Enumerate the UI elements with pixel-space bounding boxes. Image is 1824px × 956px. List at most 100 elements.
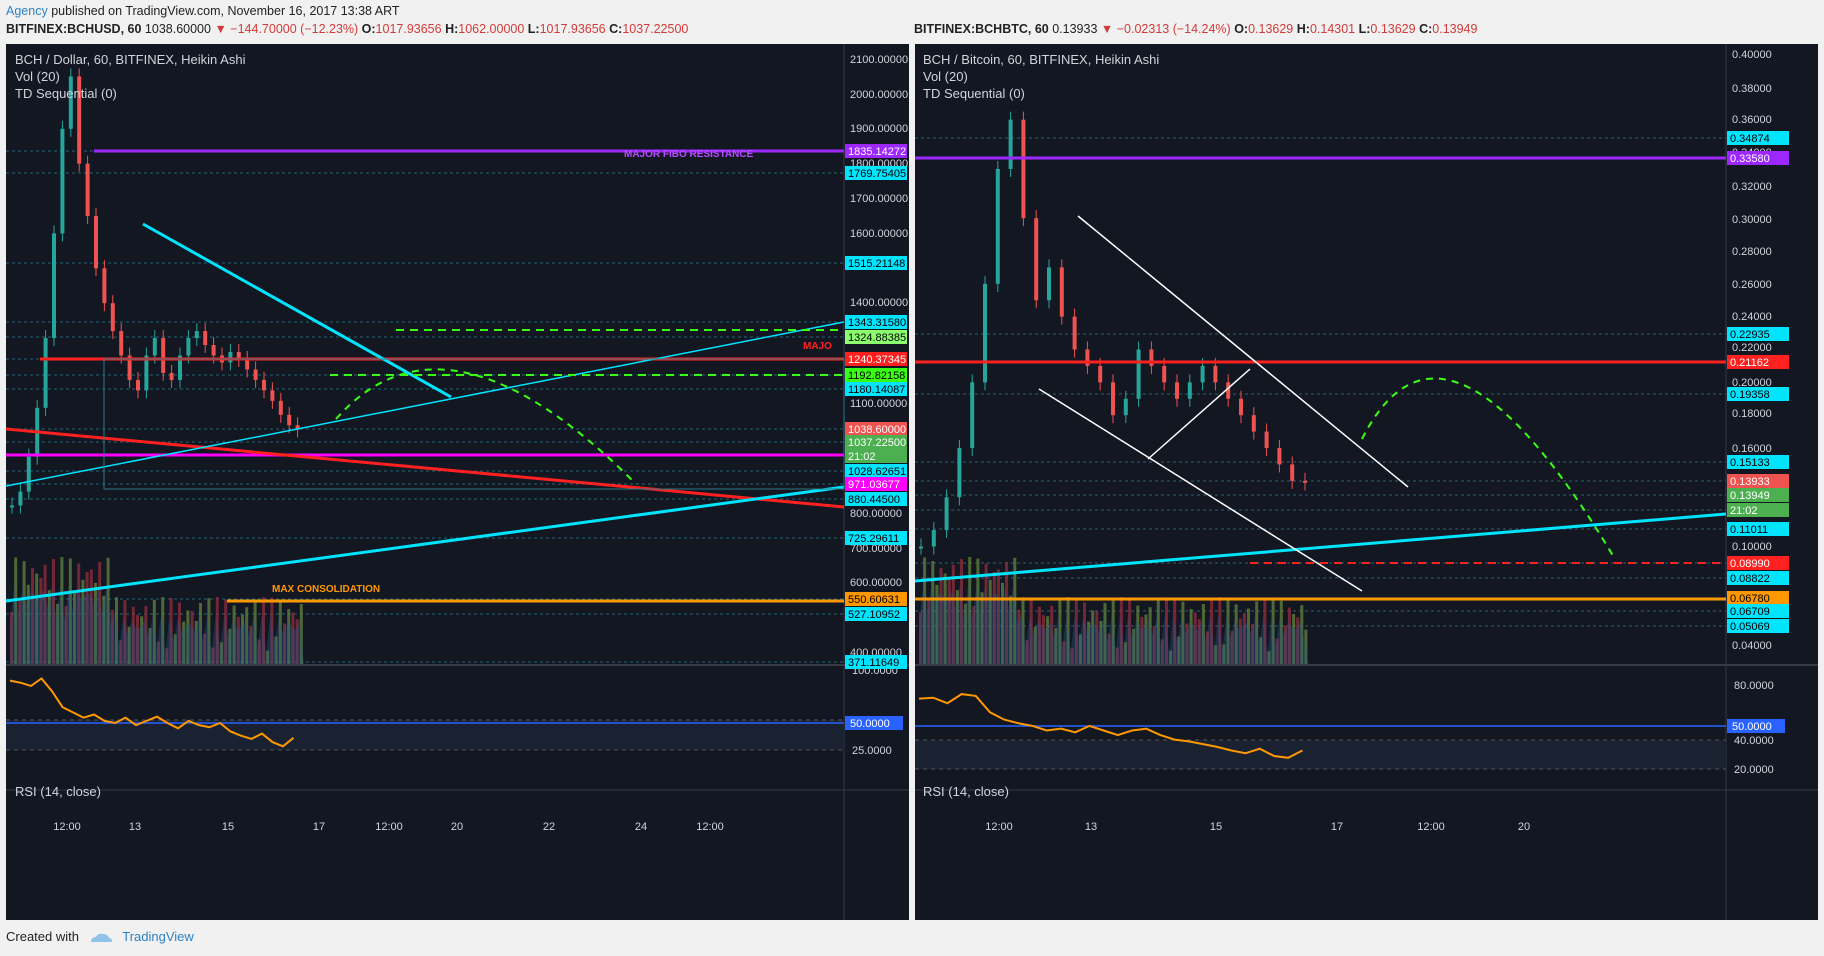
- rsi-tick-label: 20.0000: [1734, 764, 1774, 776]
- open-right: 0.13629: [1248, 22, 1294, 36]
- candle-body: [1085, 349, 1090, 366]
- volume-bar: [1132, 628, 1136, 664]
- candle-body: [10, 505, 14, 508]
- price-tag-label: 0.08990: [1730, 558, 1770, 570]
- volume-bar: [26, 584, 30, 664]
- volume-bar: [140, 616, 144, 664]
- price-tag-label: 0.08822: [1730, 573, 1770, 585]
- chart-svg-bchbtc[interactable]: 0.400000.380000.360000.340000.320000.300…: [915, 44, 1818, 920]
- price-tag-label: 1180.14087: [848, 384, 905, 396]
- volume-bar: [39, 578, 43, 664]
- price-tag-label: 0.19358: [1730, 389, 1770, 401]
- volume-bar: [14, 557, 18, 664]
- candle-body: [1200, 365, 1205, 383]
- volume-bar: [1037, 606, 1041, 664]
- volume-bar: [1058, 599, 1062, 664]
- close-left: 1037.22500: [622, 22, 689, 36]
- chart-panel-bchbtc[interactable]: 0.400000.380000.360000.340000.320000.300…: [915, 44, 1818, 920]
- created-with-text: Created with: [6, 929, 79, 944]
- x-tick-label: 17: [1331, 821, 1343, 833]
- candle-body: [278, 400, 283, 415]
- volume-bar: [274, 636, 278, 664]
- volume-bar: [115, 597, 118, 664]
- volume-bar: [161, 597, 165, 664]
- volume-bar: [1083, 602, 1086, 664]
- max-consolidation-label: MAX CONSOLIDATION: [272, 584, 380, 595]
- x-tick-label: 12:00: [375, 821, 403, 833]
- price-tag-bg: [845, 531, 907, 545]
- candle-body: [983, 283, 987, 383]
- volume-bar: [968, 557, 972, 664]
- volume-bar: [136, 615, 139, 664]
- volume-bar: [1124, 642, 1127, 664]
- volume-bar: [1242, 612, 1246, 664]
- ascending-cyan-trendline: [915, 512, 1727, 583]
- price-tag-bg: [845, 330, 907, 344]
- price-tag-bg: [1727, 151, 1789, 165]
- volume-bar: [1160, 639, 1164, 664]
- publish-bar: Agency published on TradingView.com, Nov…: [0, 0, 1824, 42]
- channel-upper-line: [1077, 215, 1409, 488]
- volume-bar: [262, 597, 265, 664]
- candle-body: [1008, 119, 1013, 169]
- volume-bar: [148, 628, 152, 664]
- legend-vol-left: Vol (20): [15, 69, 60, 84]
- candle-body: [94, 215, 98, 269]
- tradingview-link[interactable]: TradingView: [122, 929, 194, 944]
- candle-body: [85, 163, 90, 216]
- candle-body: [178, 355, 182, 380]
- quote-line-left: BITFINEX:BCHUSD, 60 1038.60000 ▼ −144.70…: [6, 22, 689, 36]
- last-left: 1038.60000: [144, 22, 211, 36]
- volume-bar: [52, 559, 55, 664]
- volume-bar: [1144, 614, 1148, 664]
- price-tag-bg: [1727, 556, 1789, 570]
- y-tick-label: 0.22000: [1732, 342, 1772, 354]
- candle-body: [77, 76, 82, 164]
- volume-bar: [1255, 601, 1259, 664]
- y-tick-label: 1900.00000: [850, 123, 908, 135]
- price-tag-bg: [845, 464, 907, 478]
- volume-bar: [1042, 615, 1045, 664]
- volume-bar: [22, 561, 26, 664]
- volume-bar: [1128, 599, 1132, 664]
- price-tag-label: 1515.21148: [848, 258, 905, 270]
- volume-bar: [68, 558, 72, 664]
- price-tag-bg: [1727, 455, 1789, 469]
- volume-bar: [211, 647, 215, 664]
- volume-bar: [1288, 607, 1291, 664]
- price-tag-label: 1343.31580: [848, 317, 906, 329]
- y-tick-label: 0.24000: [1732, 311, 1772, 323]
- y-tick-label: 800.00000: [850, 508, 902, 520]
- volume-bar: [215, 597, 219, 664]
- chart-svg-bchusd[interactable]: 2100.000002000.000001900.000001800.00000…: [6, 44, 909, 920]
- volume-bar: [182, 621, 186, 664]
- price-tag-label: 880.44500: [848, 494, 900, 506]
- candle-body: [236, 352, 241, 359]
- price-tag-bg: [845, 352, 907, 366]
- price-tag-bg: [1727, 387, 1789, 401]
- chart-panel-bchusd[interactable]: 2100.00000 2000.00000 1900.00000 1800.00000…: [6, 44, 909, 920]
- volume-bar: [1247, 608, 1250, 664]
- candle-body: [253, 369, 258, 380]
- volume-bar: [186, 610, 190, 664]
- volume-bar: [207, 598, 211, 664]
- price-tag-bg: [845, 592, 907, 606]
- price-tag-bg: [1727, 591, 1789, 605]
- author-link[interactable]: Agency: [6, 4, 48, 18]
- last-right: 0.13933: [1052, 22, 1098, 36]
- x-tick-label: 13: [1085, 821, 1097, 833]
- close-right: 0.13949: [1432, 22, 1478, 36]
- candle-body: [1123, 398, 1128, 416]
- price-tag-bg: [1727, 522, 1789, 536]
- channel-inner-line: [1147, 368, 1251, 460]
- volume-bar: [1173, 597, 1177, 664]
- volume-bar: [1140, 616, 1144, 664]
- volume-bar: [972, 606, 976, 664]
- volume-bar: [283, 623, 286, 664]
- price-tag-label: 0.06709: [1730, 606, 1770, 618]
- y-tick-label: 0.32000: [1732, 181, 1772, 193]
- y-tick-label: 1100.00000: [850, 398, 907, 410]
- volume-bar: [1054, 628, 1058, 664]
- volume-bar: [1062, 641, 1066, 664]
- volume-bar: [1238, 618, 1242, 664]
